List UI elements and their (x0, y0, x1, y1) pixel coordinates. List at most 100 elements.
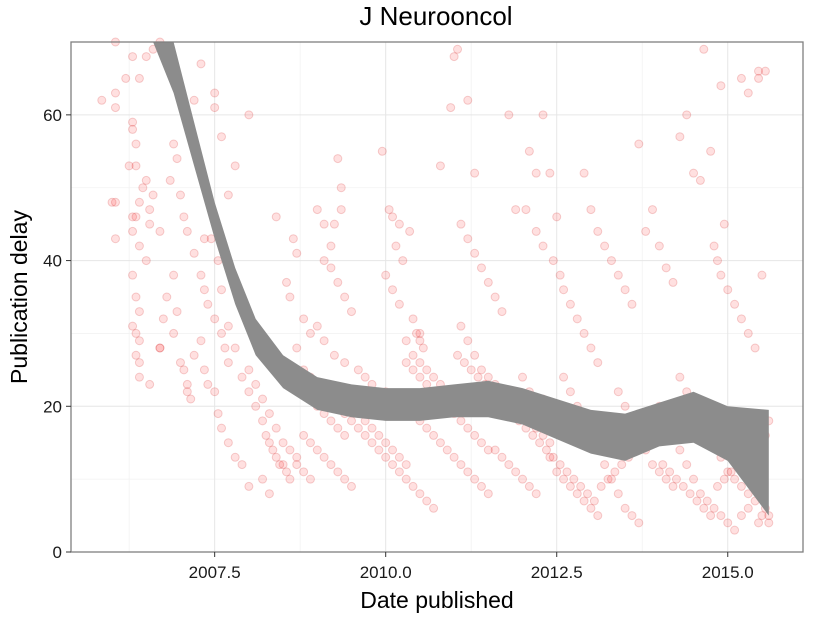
data-point (292, 343, 302, 353)
data-point (675, 445, 685, 455)
data-point (668, 481, 678, 491)
data-point (675, 372, 685, 382)
data-point (281, 467, 291, 477)
data-point (535, 438, 545, 448)
data-point (754, 66, 764, 76)
data-point (757, 270, 767, 280)
data-point (381, 438, 391, 448)
data-point (456, 416, 466, 426)
data-point (730, 474, 740, 484)
data-point (230, 161, 240, 171)
data-point (559, 372, 569, 382)
x-axis: 2007.5 2010.0 2012.5 2015.0 (189, 552, 754, 582)
data-point (319, 219, 329, 229)
data-point (401, 358, 411, 368)
data-point (497, 452, 507, 462)
data-point (552, 467, 562, 477)
data-point (600, 241, 610, 251)
data-point (415, 372, 425, 382)
data-point (196, 336, 206, 346)
chart-title: J Neurooncol (359, 1, 512, 31)
data-point (572, 314, 582, 324)
y-axis-label: Publication delay (6, 210, 32, 384)
data-point (617, 460, 627, 470)
data-point (189, 248, 199, 258)
data-point (538, 241, 548, 251)
data-point (381, 452, 391, 462)
data-point (374, 445, 384, 455)
data-point (128, 270, 138, 280)
data-point (583, 489, 593, 499)
data-point (131, 292, 141, 302)
data-point (716, 511, 726, 521)
data-point (463, 95, 473, 105)
y-tick-label: 40 (43, 252, 62, 271)
data-point (292, 460, 302, 470)
data-point (562, 467, 572, 477)
data-point (600, 460, 610, 470)
data-point (723, 518, 733, 528)
data-point (610, 467, 620, 477)
data-point (726, 467, 736, 477)
data-point (415, 328, 425, 338)
data-point (131, 350, 141, 360)
y-tick-label: 20 (43, 397, 62, 416)
data-point (552, 212, 562, 222)
data-point (394, 299, 404, 309)
y-axis: 0 20 40 60 (43, 106, 71, 562)
data-point (518, 372, 528, 382)
data-point (285, 292, 295, 302)
data-point (134, 358, 144, 368)
data-point (305, 438, 315, 448)
data-point (483, 445, 493, 455)
data-point (285, 445, 295, 455)
data-point (685, 489, 695, 499)
data-point (538, 110, 548, 120)
data-point (141, 256, 151, 266)
data-point (199, 285, 209, 295)
data-points (97, 37, 774, 535)
data-point (647, 205, 657, 215)
data-point (719, 474, 729, 484)
data-point (548, 256, 558, 266)
data-point (175, 358, 185, 368)
data-point (476, 263, 486, 273)
data-point (353, 423, 363, 433)
data-point (312, 321, 322, 331)
data-point (305, 474, 315, 484)
data-point (606, 256, 616, 266)
data-point (367, 423, 377, 433)
data-point (453, 44, 463, 54)
data-point (128, 212, 138, 222)
plot-frame (70, 41, 804, 553)
data-point (586, 503, 596, 513)
confidence-band (153, 42, 769, 516)
data-point (217, 132, 227, 142)
data-point (110, 234, 120, 244)
data-point (340, 358, 350, 368)
data-point (429, 503, 439, 513)
data-point (476, 481, 486, 491)
data-point (230, 343, 240, 353)
data-point (251, 401, 261, 411)
data-point (131, 212, 141, 222)
data-point (408, 314, 418, 324)
data-point (398, 256, 408, 266)
data-point (179, 365, 189, 375)
data-point (230, 452, 240, 462)
data-point (217, 423, 227, 433)
data-point (541, 445, 551, 455)
data-point (716, 270, 726, 280)
data-point (124, 161, 134, 171)
data-point (251, 379, 261, 389)
data-point (736, 314, 746, 324)
data-point (388, 285, 398, 295)
data-point (435, 161, 445, 171)
data-point (422, 423, 432, 433)
data-point (169, 139, 179, 149)
data-point (658, 460, 668, 470)
data-point (148, 190, 158, 200)
data-point (271, 212, 281, 222)
data-point (702, 496, 712, 506)
data-point (411, 328, 421, 338)
